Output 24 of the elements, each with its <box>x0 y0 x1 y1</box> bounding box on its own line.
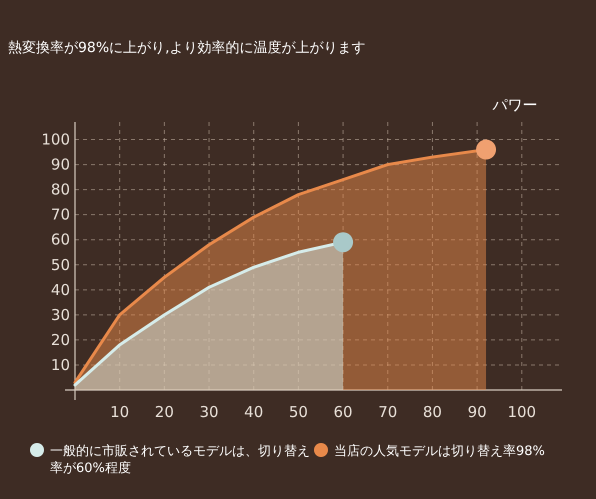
x-tick-label: 70 <box>378 403 398 421</box>
y-tick-label: 90 <box>50 156 70 174</box>
y-tick-label: 100 <box>41 130 70 149</box>
y-tick-label: 80 <box>50 180 70 199</box>
x-tick-label: 20 <box>154 403 174 421</box>
legend-label: 一般的に市販されているモデルは、切り替え率が60%程度 <box>50 444 310 476</box>
x-tick-label: 40 <box>244 403 264 421</box>
text: パワー <box>492 96 538 114</box>
x-tick-label: 60 <box>334 403 353 421</box>
x-tick-label: 10 <box>110 403 130 421</box>
y-tick-label: 50 <box>50 256 70 274</box>
y-tick-label: 20 <box>50 330 70 349</box>
x-tick-label: 90 <box>468 403 487 421</box>
x-tick-label: 80 <box>422 403 442 421</box>
y-tick-label: 10 <box>50 356 70 374</box>
y-tick-label: 70 <box>50 206 70 224</box>
chart-title: 熱変換率が98%に上がり,より効率的に温度が上がります <box>8 40 366 56</box>
x-tick-label: 50 <box>288 403 308 421</box>
legend-label: 当店の人気モデルは切り替え率98% <box>334 443 545 459</box>
y-tick-label: 60 <box>50 230 70 249</box>
y-tick-label: 40 <box>50 280 70 299</box>
x-tick-label: 30 <box>199 403 219 421</box>
y-tick-label: 30 <box>50 306 70 324</box>
x-tick-label: 100 <box>507 403 536 421</box>
